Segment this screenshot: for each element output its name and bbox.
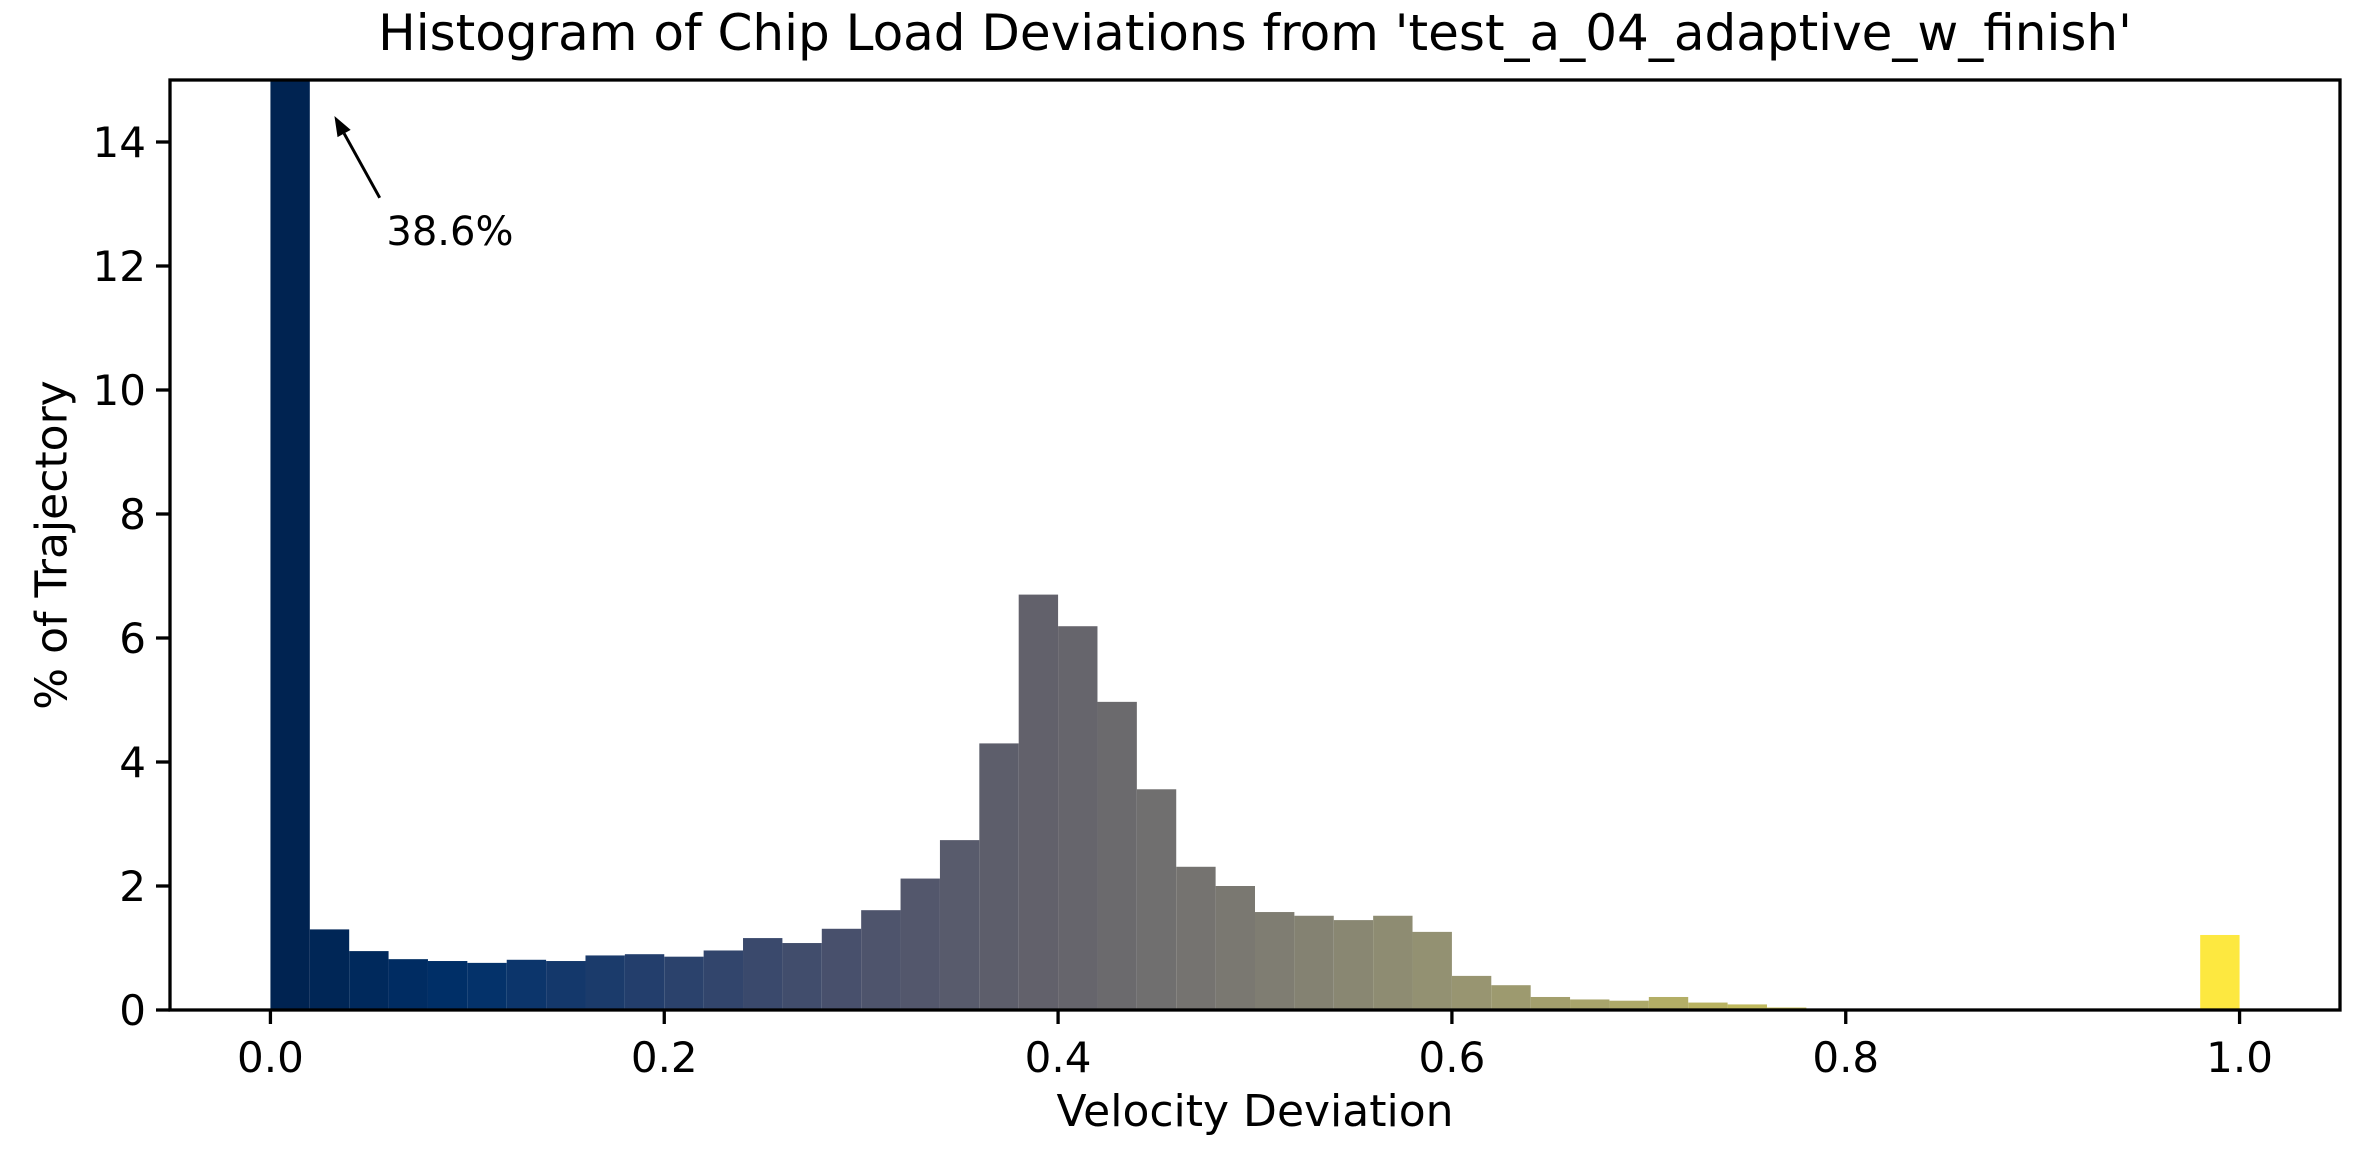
histogram-bar: [979, 743, 1019, 1010]
histogram-bar: [1373, 915, 1413, 1010]
histogram-bar: [585, 955, 625, 1010]
y-tick-label: 10: [93, 366, 146, 415]
histogram-bar: [703, 950, 744, 1010]
histogram-bar: [506, 959, 547, 1010]
chart-title: Histogram of Chip Load Deviations from '…: [378, 4, 2132, 62]
annotation-arrow-line: [342, 132, 382, 199]
y-axis-label: % of Trajectory: [26, 380, 78, 710]
histogram-bar: [1491, 985, 1531, 1010]
x-tick-label: 0.8: [1812, 1033, 1879, 1082]
x-axis-label: Velocity Deviation: [1056, 1086, 1454, 1137]
histogram-bar: [2200, 934, 2240, 1010]
histogram-bar: [782, 943, 822, 1010]
histogram-bar: [1412, 931, 1452, 1010]
histogram-bar: [546, 961, 586, 1010]
histogram-bar: [427, 961, 468, 1010]
y-tick-label: 2: [119, 862, 146, 911]
y-tick-label: 8: [119, 490, 146, 539]
annotation-arrow-head: [334, 115, 351, 138]
x-tick-label: 1.0: [2206, 1033, 2273, 1082]
x-tick-label: 0.4: [1025, 1033, 1092, 1082]
y-tick-label: 0: [119, 986, 146, 1035]
y-tick-label: 4: [119, 738, 146, 787]
histogram-bar: [664, 956, 704, 1010]
histogram-bar: [743, 938, 783, 1010]
y-tick-label: 6: [119, 614, 146, 663]
histogram-bar: [1530, 996, 1571, 1010]
histogram-bar: [270, 80, 310, 1010]
histogram-bar: [1570, 999, 1610, 1010]
histogram-bar: [821, 928, 862, 1010]
axes-spines: [168, 78, 2342, 1012]
histogram-bar: [1018, 594, 1059, 1010]
histogram-bar: [1136, 789, 1177, 1010]
histogram-bar: [1097, 701, 1137, 1010]
histogram-bar: [1688, 1002, 1728, 1010]
x-tick-label: 0.0: [237, 1033, 304, 1082]
histogram-bar: [939, 840, 980, 1010]
annotation-label: 38.6%: [386, 209, 514, 256]
histogram-bar: [624, 954, 665, 1010]
x-tick-label: 0.6: [1419, 1033, 1486, 1082]
histogram-bar: [1451, 975, 1492, 1010]
histogram-bar: [349, 951, 389, 1010]
y-tick-label: 12: [93, 242, 146, 291]
histogram-bar: [467, 962, 507, 1010]
histogram-bar: [309, 929, 350, 1010]
histogram-bar: [1609, 1000, 1649, 1010]
histogram-bar: [1648, 996, 1689, 1010]
histogram-bar: [1255, 912, 1295, 1010]
histogram-bar: [1176, 866, 1216, 1010]
histogram-bar: [388, 959, 428, 1010]
histogram-bar: [1294, 915, 1334, 1010]
histogram-bar: [1215, 886, 1255, 1010]
histogram-bar: [861, 910, 901, 1010]
y-tick-label: 14: [93, 118, 146, 167]
histogram-bar: [1058, 626, 1098, 1010]
histogram-bar: [1727, 1004, 1767, 1010]
x-tick-label: 0.2: [631, 1033, 698, 1082]
histogram-bar: [1333, 920, 1374, 1010]
histogram-bar: [900, 878, 940, 1010]
